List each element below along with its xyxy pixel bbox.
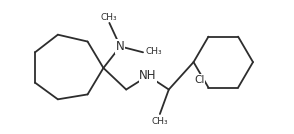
Text: NH: NH [139, 69, 157, 82]
Text: CH₃: CH₃ [100, 13, 117, 22]
Text: CH₃: CH₃ [152, 117, 168, 126]
Text: CH₃: CH₃ [145, 47, 162, 56]
Text: N: N [116, 40, 125, 53]
Text: Cl: Cl [194, 75, 204, 85]
